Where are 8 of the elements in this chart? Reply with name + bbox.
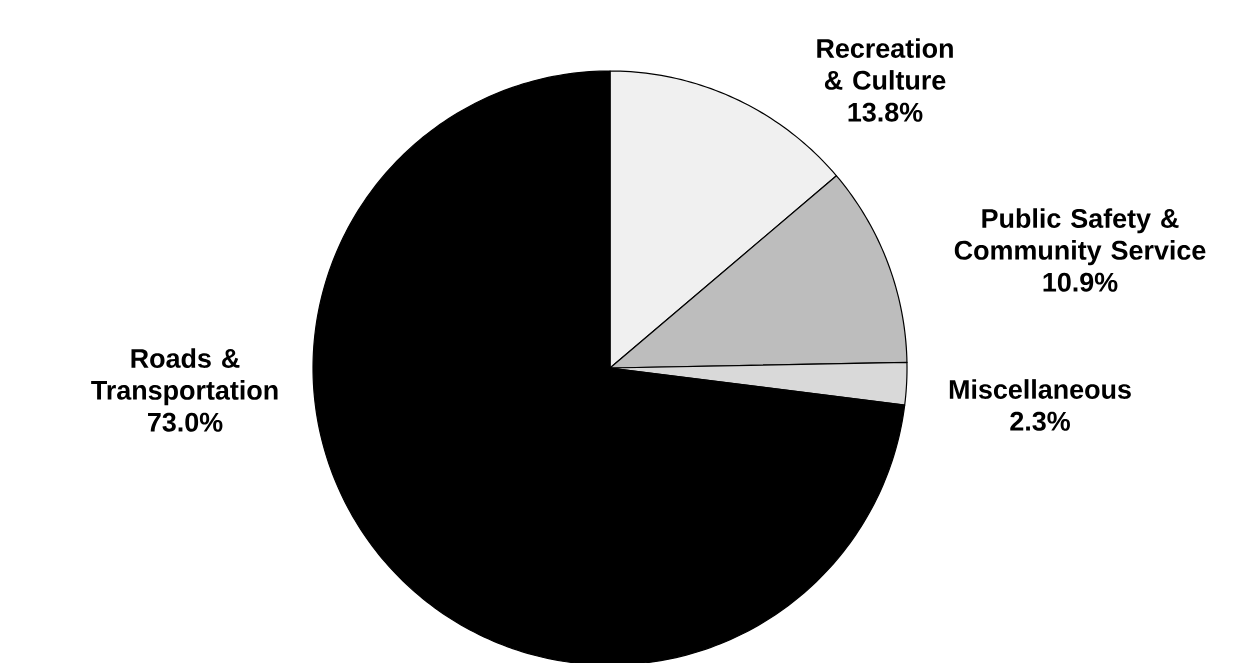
slice-label: Miscellaneous (949, 379, 1131, 399)
slice-label: Public Safety & Community Service (954, 208, 1206, 266)
slice-label: Recreation & Culture (817, 38, 953, 90)
data-label: 13.8% (848, 102, 923, 122)
data-label: 73.0% (148, 412, 223, 432)
data-label: 10.9% (1043, 272, 1118, 292)
slice-label: Roads & Transportation (91, 348, 278, 406)
data-label: 2.3% (1010, 411, 1070, 431)
